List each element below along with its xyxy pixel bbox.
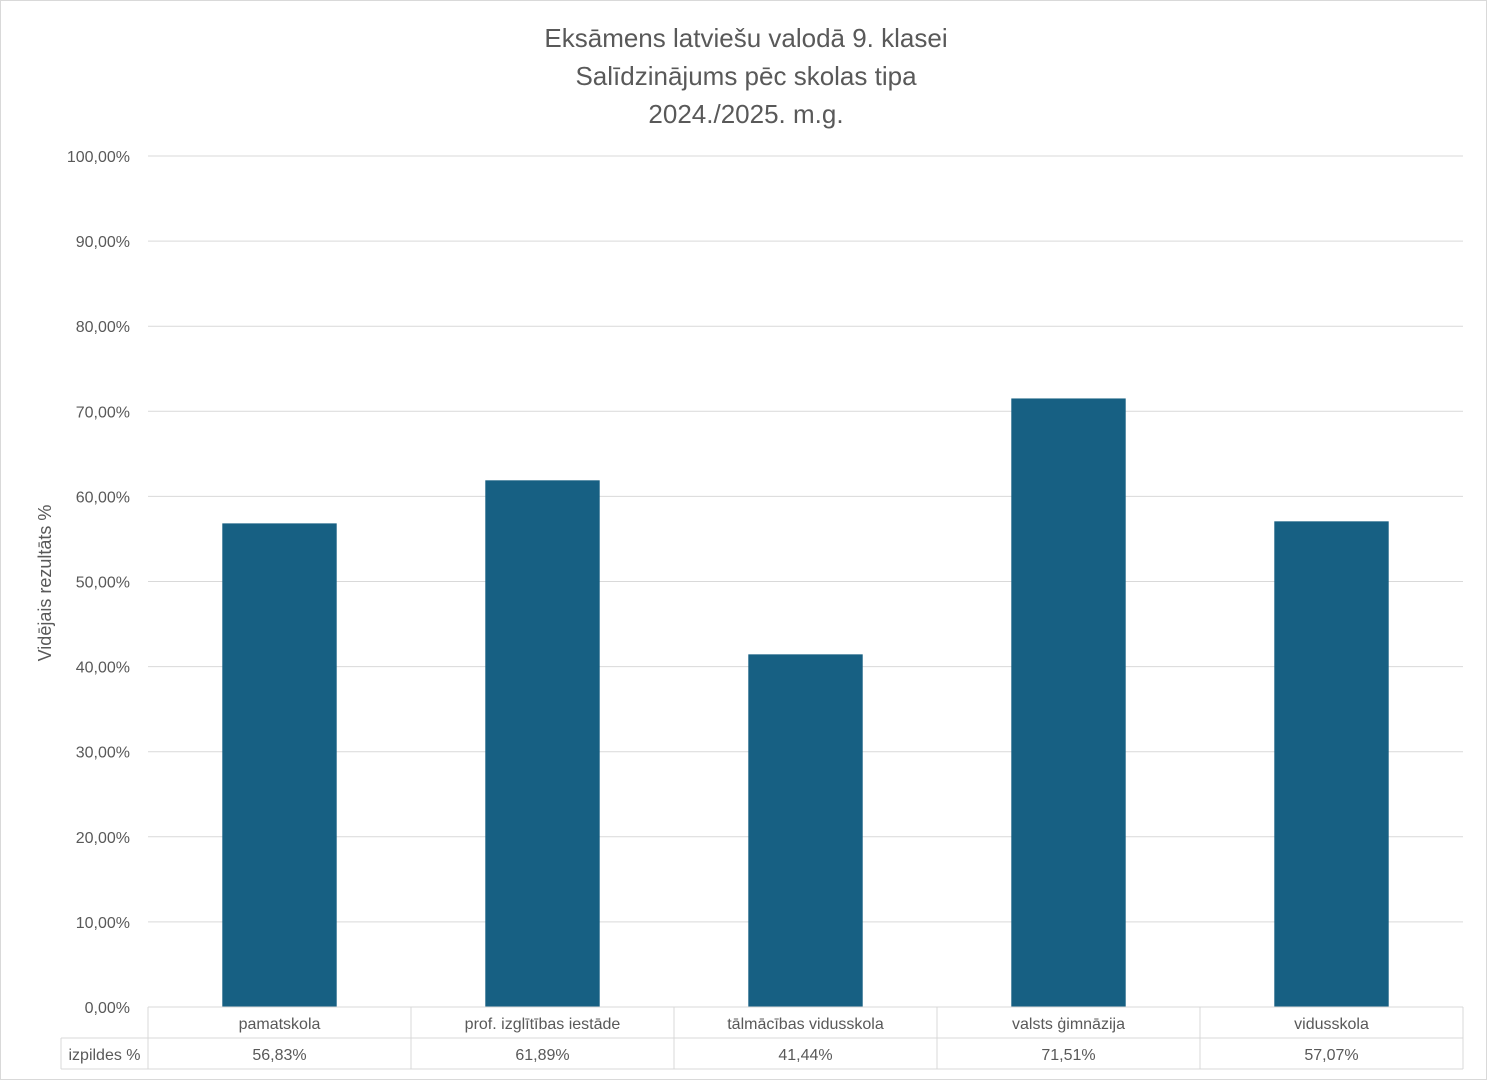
bar [1274, 521, 1389, 1007]
y-tick-label: 20,00% [76, 830, 130, 847]
table-value: 57,07% [1304, 1047, 1358, 1064]
y-tick-label: 70,00% [76, 404, 130, 421]
chart-title-line-2: Salīdzinājums pēc skolas tipa [575, 61, 917, 91]
y-tick-label: 90,00% [76, 234, 130, 251]
y-tick-label: 10,00% [76, 915, 130, 932]
chart-title: Eksāmens latviešu valodā 9. klasei Salīd… [544, 23, 947, 129]
y-axis-label: Vidējais rezultāts % [35, 505, 55, 662]
chart-title-line-1: Eksāmens latviešu valodā 9. klasei [544, 23, 947, 53]
bars [222, 398, 1389, 1007]
bar [748, 654, 863, 1007]
bar [485, 480, 600, 1007]
bar [1011, 398, 1126, 1007]
x-tick-label: valsts ģimnāzija [1012, 1015, 1125, 1033]
y-tick-label: 30,00% [76, 745, 130, 762]
table-series-name: izpildes % [68, 1047, 140, 1064]
x-tick-label: vidusskola [1294, 1016, 1369, 1033]
x-tick-label: pamatskola [239, 1016, 321, 1033]
y-tick-label: 0,00% [85, 1000, 130, 1017]
table-value: 71,51% [1041, 1047, 1095, 1064]
x-tick-label: tālmācības vidusskola [727, 1016, 884, 1033]
gridlines [148, 155, 1463, 923]
y-tick-label: 50,00% [76, 575, 130, 592]
chart-title-line-3: 2024./2025. m.g. [648, 99, 843, 129]
data-table: pamatskola prof. izglītības iestāde tālmāc… [60, 1006, 1464, 1070]
y-tick-label: 100,00% [67, 149, 130, 166]
x-tick-label: prof. izglītības iestāde [465, 1016, 621, 1033]
bar [222, 523, 337, 1007]
table-value: 41,44% [778, 1047, 832, 1064]
table-value: 61,89% [515, 1047, 569, 1064]
y-tick-label: 80,00% [76, 319, 130, 336]
y-tick-label: 60,00% [76, 489, 130, 506]
table-value: 56,83% [252, 1047, 306, 1064]
y-axis-ticks: 0,00% 10,00% 20,00% 30,00% 40,00% 50,00% 60,00… [67, 149, 130, 1017]
y-tick-label: 40,00% [76, 660, 130, 677]
